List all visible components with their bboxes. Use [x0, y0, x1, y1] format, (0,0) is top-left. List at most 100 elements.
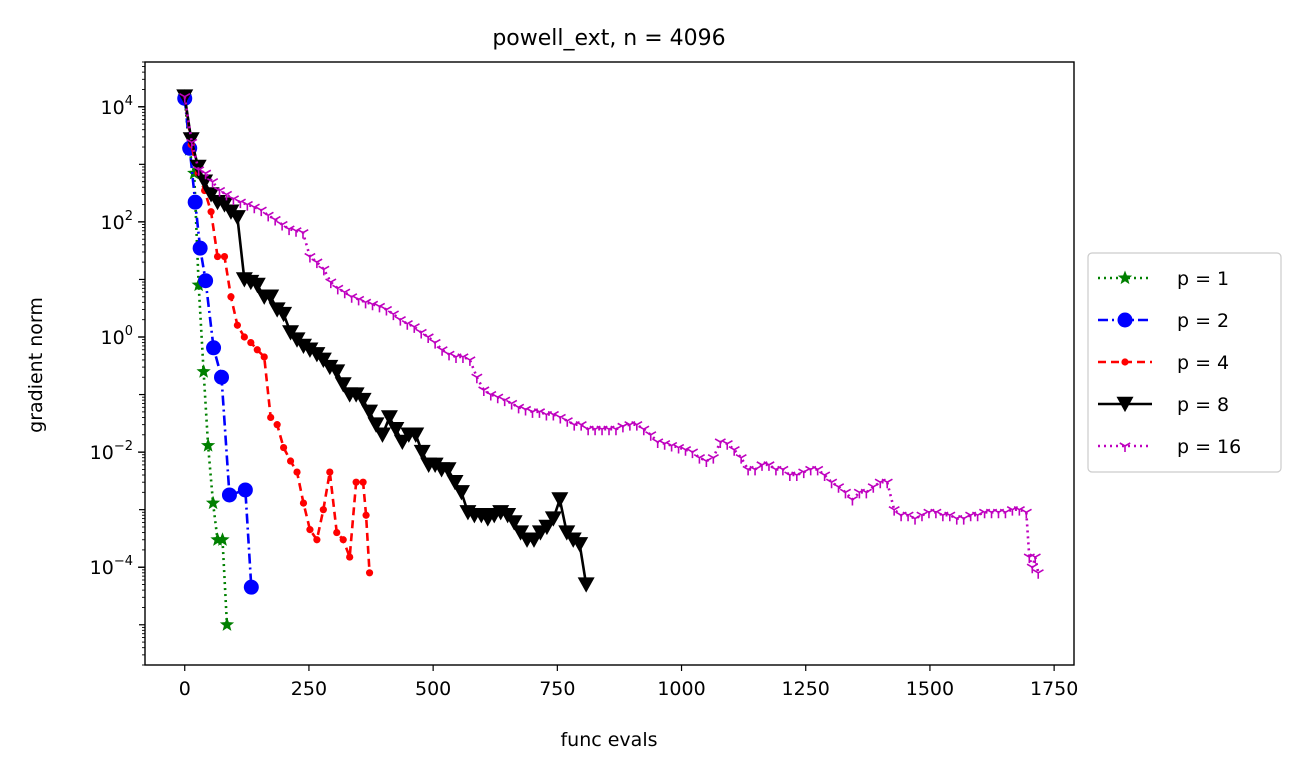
data-point: [366, 300, 379, 311]
data-point: [367, 417, 385, 433]
data-point: [742, 465, 754, 476]
data-point: [492, 393, 504, 404]
data-point: [867, 483, 879, 493]
data-point: [319, 506, 327, 514]
data-point: [196, 364, 211, 378]
data-point: [999, 508, 1012, 519]
data-point: [721, 440, 733, 450]
data-point: [992, 508, 1005, 519]
data-point: [205, 495, 221, 510]
data-point: [818, 471, 831, 482]
data-point: [770, 465, 782, 476]
data-point: [328, 364, 346, 380]
data-point: [248, 277, 266, 294]
data-point: [846, 495, 859, 506]
data-point: [749, 465, 761, 476]
data-point: [478, 386, 490, 396]
data-point: [247, 338, 255, 347]
data-point: [196, 174, 214, 190]
data-point: [311, 258, 323, 269]
data-point: [326, 468, 334, 476]
data-point: [293, 468, 301, 476]
data-point: [380, 305, 393, 316]
data-point: [763, 461, 775, 471]
data-point: [286, 457, 295, 465]
data-point: [825, 478, 838, 489]
data-point: [485, 390, 497, 401]
data-point: [881, 478, 893, 489]
data-point: [1013, 505, 1025, 516]
data-point: [361, 404, 379, 420]
data-point: [193, 166, 205, 176]
legend-marker: [1119, 442, 1131, 452]
data-point: [471, 373, 483, 384]
data-point: [214, 369, 230, 385]
data-point: [464, 356, 476, 366]
data-point: [227, 195, 240, 205]
data-point: [700, 457, 712, 468]
data-point: [387, 421, 405, 438]
data-point: [791, 471, 803, 482]
data-point: [645, 431, 657, 441]
data-point: [672, 443, 685, 454]
plot-frame: [144, 61, 1075, 666]
data-point: [219, 617, 235, 631]
data-point: [387, 310, 400, 321]
data-point: [253, 346, 261, 354]
data-point: [577, 577, 595, 593]
x-tick-label: 500: [415, 678, 451, 700]
data-point: [297, 228, 309, 239]
data-point: [568, 420, 580, 431]
legend-label: p = 1: [1177, 268, 1229, 290]
legend-label: p = 2: [1177, 310, 1229, 332]
data-point: [318, 265, 330, 276]
data-point: [243, 579, 259, 595]
data-point: [798, 468, 810, 479]
data-point: [408, 323, 420, 333]
data-point: [450, 353, 462, 363]
data-point: [457, 353, 469, 363]
data-point: [273, 421, 281, 429]
data-point: [839, 488, 852, 499]
data-point: [354, 392, 372, 409]
data-point: [902, 511, 914, 522]
data-point: [1020, 508, 1032, 519]
data-point: [452, 485, 470, 501]
data-point: [436, 346, 448, 356]
data-point: [777, 465, 789, 476]
x-tick-label: 250: [291, 678, 327, 700]
legend-label: p = 16: [1177, 436, 1241, 458]
data-point: [561, 417, 573, 427]
data-point: [443, 350, 455, 361]
data-point: [321, 359, 339, 376]
legend-marker: [1117, 270, 1133, 285]
data-point: [544, 511, 562, 527]
data-point: [439, 462, 457, 478]
data-point: [686, 448, 699, 459]
data-point: [213, 186, 226, 197]
legend-entry: p = 16: [1098, 436, 1241, 458]
data-point: [951, 514, 963, 525]
x-tick-label: 1750: [1030, 678, 1078, 700]
data-point: [262, 289, 280, 305]
data-point: [301, 342, 319, 358]
x-tick-label: 1000: [657, 678, 705, 700]
legend-entry: p = 1: [1098, 268, 1229, 290]
legend-marker: [1121, 358, 1129, 366]
data-point: [505, 515, 523, 531]
data-point: [199, 169, 212, 180]
data-point: [237, 482, 253, 498]
legend-label: p = 8: [1177, 394, 1229, 416]
data-point: [275, 306, 293, 323]
data-point: [624, 420, 636, 431]
data-point: [756, 461, 768, 471]
data-point: [215, 532, 230, 546]
data-point: [930, 508, 942, 519]
data-point: [346, 553, 354, 561]
data-point: [1029, 553, 1041, 564]
data-point: [346, 293, 358, 303]
x-tick-label: 1250: [782, 678, 830, 700]
data-point: [575, 420, 587, 431]
data-point: [333, 528, 341, 537]
data-point: [1026, 563, 1038, 574]
